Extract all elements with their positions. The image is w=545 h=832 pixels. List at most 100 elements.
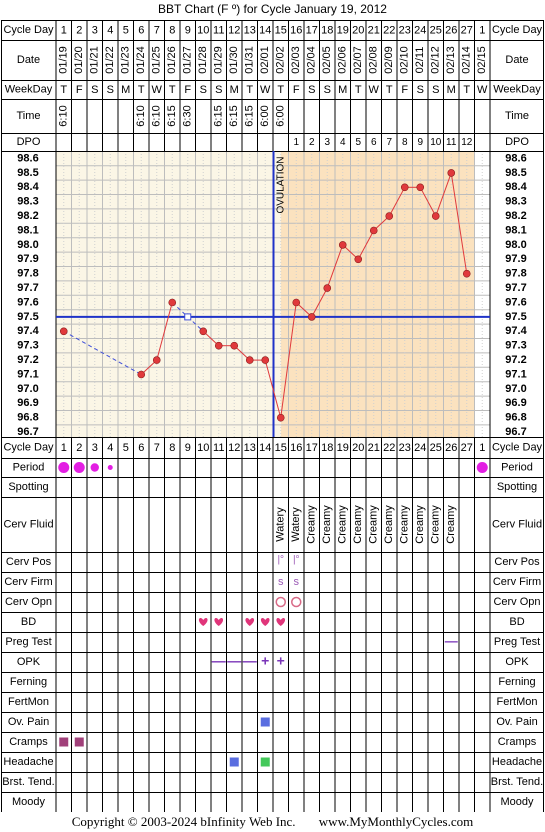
- cramps-marker: [59, 737, 69, 747]
- row-label-left-cramps: Cramps: [9, 736, 48, 748]
- cycle-day-cell: 11: [213, 24, 224, 36]
- dpo-cell: 5: [355, 137, 361, 148]
- temp-axis-label-left: 98.0: [17, 239, 38, 251]
- row-label-right-date: Date: [505, 54, 528, 66]
- temp-axis-label-right: 97.1: [505, 368, 526, 380]
- date-cell: 01/28: [197, 46, 209, 74]
- row-label-left-cerv-opn: Cerv Opn: [5, 596, 52, 608]
- temp-axis-label-left: 98.2: [17, 210, 38, 222]
- date-cell: 02/07: [352, 46, 364, 74]
- cycle-day-cell-bottom: 13: [244, 442, 256, 454]
- temp-line-segment: [435, 172, 452, 217]
- cycle-day-cell-bottom: 15: [275, 442, 287, 454]
- row-label-right-brst-tend: Brst. Tend.: [491, 776, 543, 788]
- cycle-day-cell-bottom: 19: [337, 442, 349, 454]
- row-label-right-opk: OPK: [505, 656, 529, 668]
- cycle-day-cell: 2: [76, 24, 82, 36]
- weekday-cell: S: [308, 84, 315, 96]
- date-cell: 01/21: [89, 46, 101, 74]
- dpo-cell: 2: [309, 137, 315, 148]
- date-cell: 02/12: [430, 46, 442, 74]
- temp-point: [323, 284, 332, 292]
- row-label-right-spotting: Spotting: [497, 481, 537, 493]
- temp-axis-label-left: 98.1: [17, 224, 38, 236]
- cycle-day-cell-bottom: 20: [352, 442, 364, 454]
- row-label-left-preg-test: Preg Test: [5, 636, 51, 648]
- cerv-fluid-cell: Watery: [290, 507, 302, 542]
- cycle-day-cell: 23: [399, 24, 411, 36]
- cycle-day-cell-bottom: 21: [368, 442, 380, 454]
- weekday-cell: S: [417, 84, 424, 96]
- temp-axis-label-left: 97.8: [17, 268, 38, 280]
- row-label-right-fertmon: FertMon: [497, 696, 538, 708]
- weekday-cell: T: [355, 84, 362, 96]
- cycle-day-cell-bottom: 4: [107, 442, 113, 454]
- date-cell: 01/19: [58, 46, 70, 74]
- temp-axis-label-right: 97.3: [505, 340, 526, 352]
- temp-axis-label-right: 98.4: [505, 181, 527, 193]
- period-dot: [90, 463, 99, 472]
- cycle-day-cell-bottom: 1: [479, 442, 485, 454]
- cycle-day-cell: 12: [228, 24, 240, 36]
- row-label-right-ov-pain: Ov. Pain: [496, 716, 537, 728]
- temp-axis-label-left: 98.6: [17, 152, 38, 164]
- date-cell: 02/05: [321, 46, 333, 74]
- row-label-right-cerv-pos: Cerv Pos: [494, 556, 540, 568]
- temp-line-segment: [357, 230, 375, 260]
- temp-axis-label-right: 98.3: [505, 196, 526, 208]
- cerv-fluid-cell: Creamy: [337, 505, 349, 544]
- row-label-right-weekday: WeekDay: [493, 83, 541, 95]
- date-cell: 02/08: [368, 46, 380, 74]
- row-label-left-weekday: WeekDay: [5, 83, 53, 95]
- cramps-marker: [74, 737, 84, 747]
- cycle-day-cell: 6: [138, 24, 144, 36]
- cycle-day-cell: 8: [169, 24, 175, 36]
- temp-axis-label-right: 98.2: [505, 210, 526, 222]
- temp-axis-label-right: 97.2: [505, 354, 526, 366]
- site-link[interactable]: www.MyMonthlyCycles.com: [318, 814, 474, 829]
- ovulation-label: OVULATION: [276, 156, 287, 213]
- cycle-day-cell: 15: [275, 24, 287, 36]
- time-cell: 6:10: [135, 105, 147, 126]
- bd-heart-icon: [276, 617, 286, 626]
- temp-axis-label-left: 97.3: [17, 340, 38, 352]
- time-cell: 6:15: [166, 105, 178, 126]
- cycle-day-cell-bottom: 12: [228, 442, 240, 454]
- opk-mark: +: [277, 653, 285, 669]
- row-label-right-headache: Headache: [492, 756, 542, 768]
- temp-line-segment: [156, 302, 173, 361]
- cerv-opn-circle: [275, 596, 286, 608]
- ov-pain-marker: [260, 717, 270, 727]
- row-label-right-cycle-day: Cycle Day: [492, 24, 543, 36]
- row-label-right-cerv-fluid: Cerv Fluid: [492, 518, 542, 530]
- dpo-cell: 1: [293, 137, 299, 148]
- temp-point: [137, 370, 146, 379]
- cycle-day-cell-bottom: 1: [61, 442, 67, 454]
- cycle-day-cell: 1: [479, 24, 485, 36]
- weekday-cell: S: [200, 84, 207, 96]
- temp-axis-label-left: 98.3: [17, 196, 38, 208]
- weekday-cell: M: [447, 84, 456, 96]
- weekday-cell: S: [432, 84, 439, 96]
- row-label-left-period: Period: [13, 461, 45, 473]
- row-label-left-headache: Headache: [3, 756, 53, 768]
- weekday-cell: F: [184, 84, 191, 96]
- cycle-day-cell-bottom: 18: [321, 442, 333, 454]
- date-cell: 01/30: [228, 46, 240, 74]
- temp-axis-label-left: 96.9: [17, 397, 38, 409]
- date-cell: 01/23: [120, 46, 132, 74]
- pre-ovulation-area: [56, 151, 281, 437]
- cycle-day-cell-bottom: 3: [92, 442, 98, 454]
- temp-point-discarded: [184, 313, 192, 321]
- temp-point: [214, 341, 223, 350]
- cycle-day-cell: 21: [368, 24, 380, 36]
- temp-axis-label-left: 97.6: [17, 296, 38, 308]
- date-cell: 02/04: [306, 46, 318, 74]
- date-cell: 02/01: [259, 46, 271, 74]
- temp-axis-label-left: 98.5: [17, 167, 38, 179]
- temp-point: [292, 298, 301, 307]
- temp-point: [245, 356, 254, 364]
- cerv-firm-mark: s: [278, 576, 284, 588]
- cerv-fluid-cell: Creamy: [430, 505, 442, 544]
- time-cell: 6:10: [58, 105, 70, 126]
